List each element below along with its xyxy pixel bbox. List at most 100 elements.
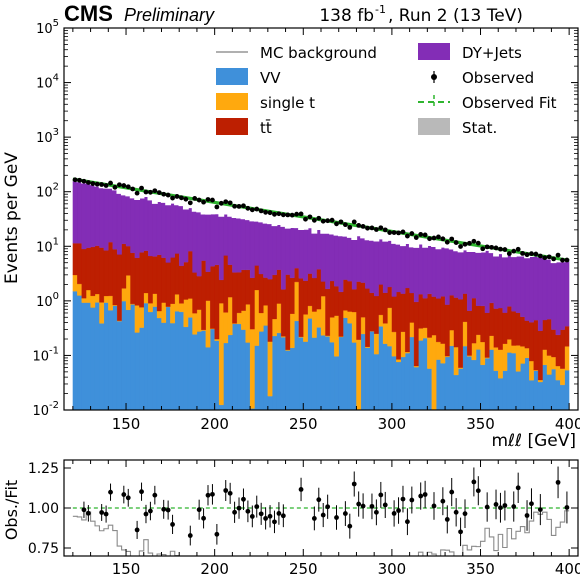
legend-entry-obs: Observed bbox=[431, 69, 534, 87]
observed-point bbox=[90, 181, 96, 186]
x-tick-label: 250 bbox=[289, 415, 318, 433]
ratio-point bbox=[125, 495, 131, 501]
ratio-point bbox=[280, 513, 286, 519]
ratio-point bbox=[471, 479, 477, 485]
legend-entry-DY: DY+Jets bbox=[418, 43, 522, 62]
observed-point bbox=[462, 241, 468, 247]
ratio-point bbox=[342, 511, 348, 516]
observed-point bbox=[524, 252, 530, 258]
observed-point bbox=[555, 252, 561, 258]
ratio-point bbox=[493, 502, 499, 507]
y-tick-label: 104 bbox=[36, 73, 59, 92]
observed-point bbox=[156, 190, 162, 196]
observed-point bbox=[467, 240, 472, 246]
ratio-point bbox=[196, 507, 202, 513]
legend-label: Observed Fit bbox=[462, 94, 557, 112]
ratio-point bbox=[249, 514, 255, 519]
ratio-point bbox=[205, 492, 211, 498]
observed-point bbox=[307, 214, 313, 220]
status-label: Preliminary bbox=[124, 5, 215, 25]
ratio-point bbox=[139, 489, 144, 495]
observed-point bbox=[338, 219, 344, 225]
observed-point bbox=[356, 222, 362, 228]
observed-point bbox=[378, 225, 384, 231]
main-panel: 10-2 10-1 100 101 102 103 104 105 150 200 250 300 3… bbox=[2, 18, 580, 451]
ratio-point bbox=[391, 511, 397, 516]
observed-point bbox=[334, 221, 339, 227]
ratio-point bbox=[400, 496, 406, 502]
ratio-point bbox=[165, 507, 171, 513]
legend-label: DY+Jets bbox=[462, 44, 522, 62]
main-y-axis-label: Events per GeV bbox=[2, 152, 22, 284]
y-tick-label: 102 bbox=[36, 182, 59, 201]
observed-point bbox=[373, 227, 379, 232]
observed-point bbox=[471, 238, 477, 244]
legend-swatch bbox=[418, 43, 450, 60]
ratio-point bbox=[458, 529, 463, 535]
observed-point bbox=[201, 199, 206, 205]
lumi-exponent: -1 bbox=[375, 3, 386, 16]
observed-point bbox=[533, 251, 539, 257]
legend-entry-VV: VV bbox=[216, 68, 281, 87]
legend-label: tt̄ bbox=[260, 118, 272, 137]
ratio-x-ticks: 150 200 250 300 350 400 bbox=[72, 460, 580, 576]
observed-point bbox=[174, 194, 180, 199]
observed-point bbox=[103, 183, 109, 188]
observed-point bbox=[192, 195, 198, 201]
ratio-point bbox=[325, 504, 331, 510]
ratio-point bbox=[515, 485, 521, 491]
observed-point bbox=[382, 227, 388, 233]
observed-point bbox=[506, 251, 512, 256]
ratio-x-tick-label: 250 bbox=[289, 560, 318, 576]
ratio-point bbox=[121, 492, 127, 497]
ratio-point bbox=[143, 511, 149, 517]
ratio-point bbox=[227, 490, 233, 496]
observed-point bbox=[320, 218, 326, 224]
observed-point bbox=[187, 200, 193, 206]
ratio-x-tick-label: 350 bbox=[466, 560, 495, 576]
observed-point bbox=[351, 219, 357, 225]
observed-point bbox=[431, 235, 437, 241]
observed-point bbox=[236, 203, 242, 209]
observed-point bbox=[183, 196, 189, 202]
observed-point bbox=[422, 232, 428, 238]
ratio-point bbox=[311, 516, 317, 521]
observed-point bbox=[444, 239, 450, 245]
ratio-y-tick-label: 1.00 bbox=[28, 501, 59, 517]
ratio-point bbox=[334, 515, 339, 520]
y-tick-label: 103 bbox=[36, 127, 59, 146]
ratio-point bbox=[272, 519, 277, 525]
lumi-label: 138 fb -1 , Run 2 (13 TeV) bbox=[319, 3, 523, 26]
ratio-point bbox=[356, 501, 362, 507]
ratio-point bbox=[103, 511, 109, 517]
legend-label: Stat. bbox=[462, 119, 497, 137]
ratio-point bbox=[453, 509, 459, 515]
ratio-point bbox=[373, 509, 379, 515]
observed-point bbox=[529, 251, 534, 257]
ratio-y-ticks: 0.75 1.00 1.25 bbox=[28, 461, 578, 557]
ratio-x-tick-label: 300 bbox=[378, 560, 407, 576]
observed-point bbox=[205, 197, 211, 202]
ratio-point bbox=[409, 497, 415, 503]
observed-point bbox=[108, 180, 113, 186]
ratio-point bbox=[245, 508, 251, 514]
ratio-contents bbox=[72, 466, 570, 556]
ratio-point bbox=[232, 509, 237, 515]
observed-point bbox=[418, 232, 424, 237]
ratio-point bbox=[201, 515, 206, 521]
observed-point bbox=[272, 211, 277, 217]
observed-point bbox=[489, 244, 494, 250]
ratio-point bbox=[555, 479, 561, 485]
ratio-point bbox=[298, 487, 304, 492]
run-label: , Run 2 (13 TeV) bbox=[388, 6, 523, 26]
ratio-point bbox=[378, 492, 384, 498]
observed-point bbox=[289, 212, 295, 218]
ratio-point bbox=[422, 492, 428, 497]
ratio-y-tick-label: 1.25 bbox=[28, 461, 59, 477]
observed-point bbox=[232, 203, 237, 209]
legend-entry-stat: Stat. bbox=[418, 118, 497, 137]
ratio-x-tick-label: 200 bbox=[200, 560, 229, 576]
observed-point bbox=[263, 209, 269, 215]
observed-point bbox=[249, 207, 255, 213]
